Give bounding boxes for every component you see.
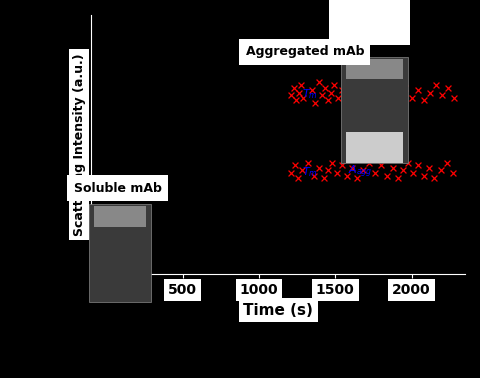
Point [394, 175, 402, 181]
Point [415, 162, 422, 168]
Point [338, 87, 346, 93]
Point [295, 90, 302, 96]
Point [384, 90, 391, 96]
Point [431, 175, 438, 181]
Point [335, 95, 342, 101]
Y-axis label: Scattering Intensity (a.u.): Scattering Intensity (a.u.) [72, 53, 85, 236]
Text: $T_m$: $T_m$ [302, 165, 318, 179]
Point [399, 167, 407, 174]
Point [324, 98, 332, 104]
Point [297, 82, 305, 88]
Point [437, 167, 444, 174]
Point [350, 82, 358, 88]
Text: Soluble mAb: Soluble mAb [73, 181, 162, 195]
Point [425, 165, 433, 171]
Point [414, 87, 421, 93]
Point [449, 170, 456, 176]
Point [324, 167, 332, 174]
Point [295, 175, 302, 181]
Point [371, 87, 379, 93]
Point [443, 160, 451, 166]
Point [290, 85, 298, 91]
Point [396, 92, 403, 98]
Point [389, 82, 397, 88]
Point [359, 167, 367, 174]
Point [444, 85, 452, 91]
Point [420, 173, 428, 179]
Point [330, 82, 337, 88]
Point [321, 85, 328, 91]
Point [377, 162, 385, 168]
Point [338, 162, 346, 168]
Point [438, 92, 446, 98]
Point [402, 85, 409, 91]
Point [365, 95, 372, 101]
Point [315, 79, 323, 85]
Point [287, 170, 295, 176]
Point [404, 160, 412, 166]
Text: $A_{agg}$: $A_{agg}$ [348, 86, 373, 102]
Point [309, 87, 316, 93]
Point [420, 98, 428, 104]
Text: $T_m$: $T_m$ [302, 87, 318, 101]
Point [348, 165, 356, 171]
Point [384, 173, 391, 179]
Point [328, 160, 336, 166]
Point [377, 98, 385, 104]
Point [389, 165, 396, 171]
Point [291, 162, 299, 168]
Point [354, 92, 362, 98]
Point [365, 160, 372, 166]
Point [287, 92, 295, 98]
X-axis label: Time (s): Time (s) [243, 303, 313, 318]
Point [409, 170, 417, 176]
Text: $A_{agg}$: $A_{agg}$ [348, 164, 373, 180]
Point [432, 82, 440, 88]
Point [312, 100, 319, 106]
Text: Aggregated mAb: Aggregated mAb [246, 45, 364, 59]
Point [359, 85, 367, 91]
Point [450, 95, 458, 101]
Point [310, 173, 318, 179]
Point [315, 165, 323, 171]
Point [333, 170, 341, 176]
Point [343, 173, 350, 179]
Point [300, 95, 307, 101]
Point [318, 92, 325, 98]
Point [342, 98, 350, 104]
Point [354, 175, 361, 181]
Point [304, 160, 312, 166]
Point [347, 90, 354, 96]
Point [426, 90, 434, 96]
Point [320, 175, 328, 181]
Point [299, 167, 306, 174]
Point [327, 90, 335, 96]
Point [371, 170, 379, 176]
Point [292, 98, 300, 104]
Point [408, 95, 415, 101]
